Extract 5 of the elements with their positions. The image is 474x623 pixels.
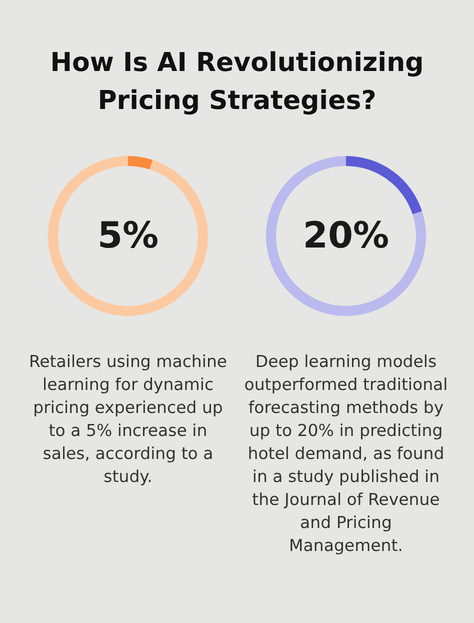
data-label: 20% bbox=[302, 216, 390, 256]
text: Deep learning models outperformed traditional forecasting methods by up to 20% in predicting hotel demand, as found in a study published in the Journal of Revenue and Pricing Management. bbox=[244, 352, 448, 555]
text: Retailers using machine learning for dynamic pricing experienced up to a 5% increase in sales, according to a study. bbox=[28, 351, 228, 488]
data-label: 5% bbox=[97, 216, 159, 256]
chart-title: How Is AI Revolutionizing Pricing Strategies? bbox=[49, 47, 425, 118]
